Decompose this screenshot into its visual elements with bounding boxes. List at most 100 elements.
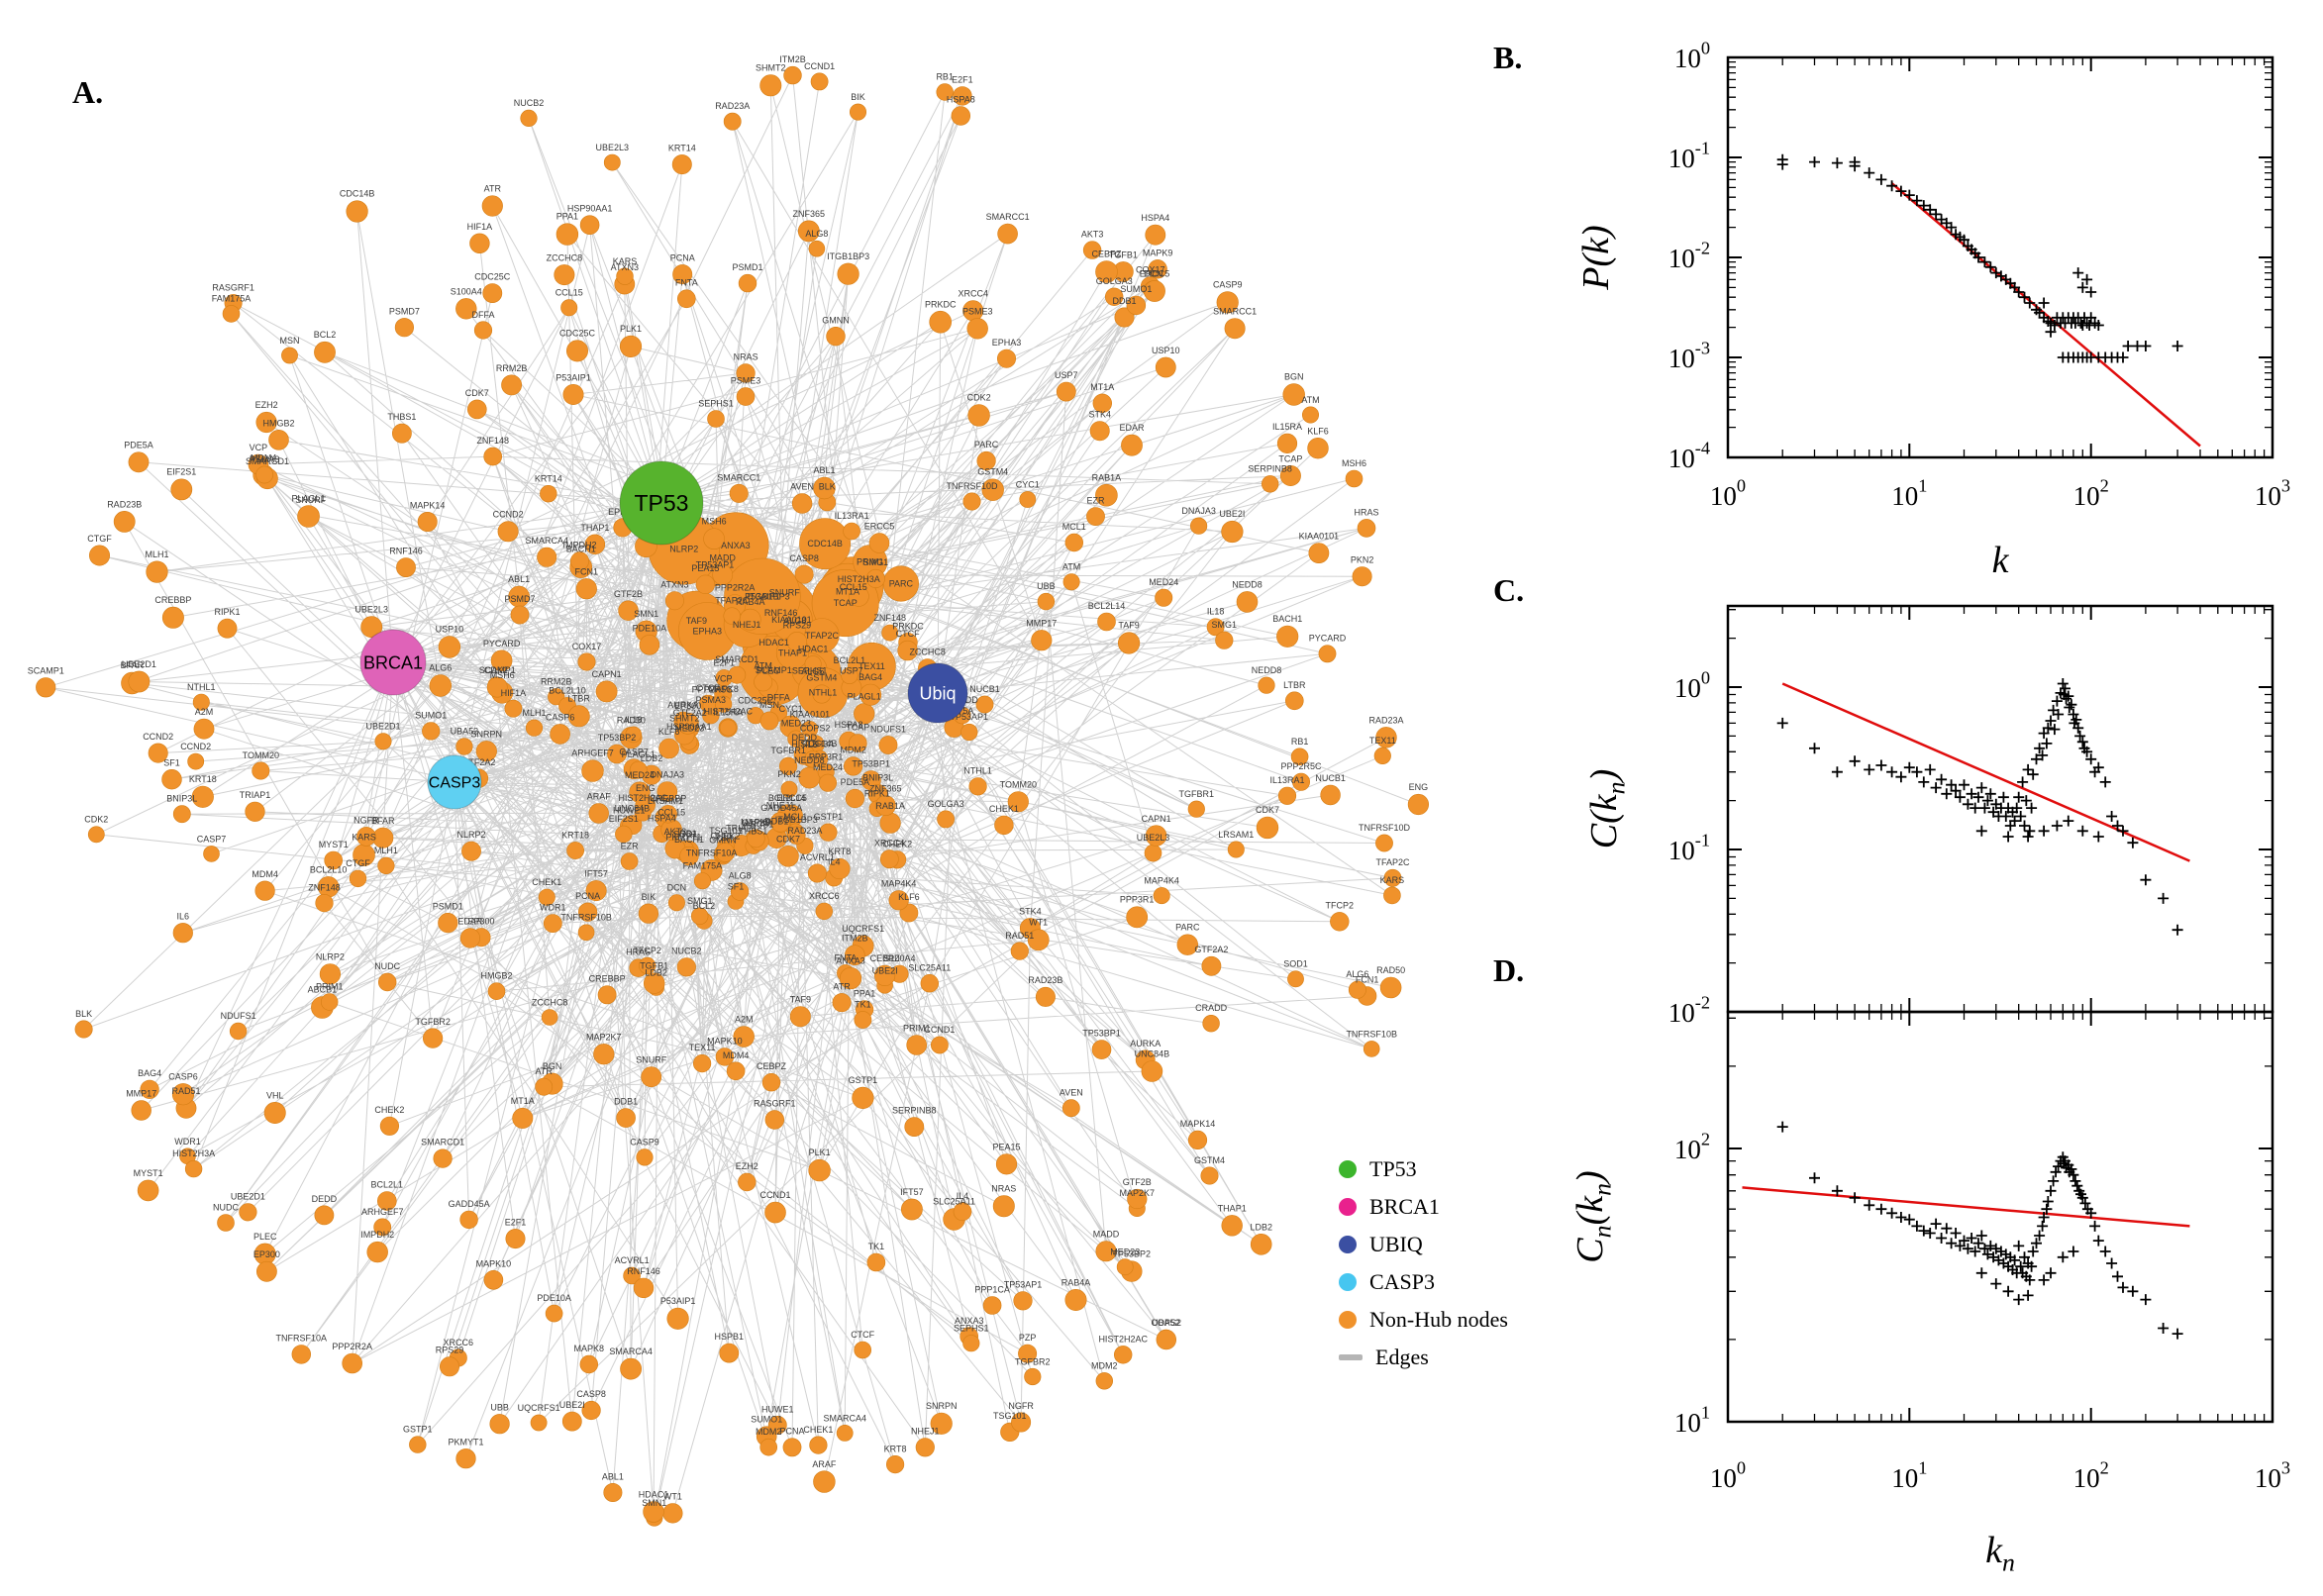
svg-text:EZR: EZR (1087, 496, 1106, 506)
svg-text:MLH1: MLH1 (374, 846, 398, 855)
svg-text:NUCB2: NUCB2 (514, 98, 545, 108)
svg-text:NGFR: NGFR (1008, 1401, 1034, 1411)
svg-text:CDC25C: CDC25C (738, 695, 774, 705)
svg-text:UBE2L3: UBE2L3 (1137, 833, 1170, 843)
svg-text:HDAC1: HDAC1 (758, 638, 789, 648)
svg-text:PPP2R2A: PPP2R2A (715, 582, 756, 592)
svg-text:CASP7: CASP7 (197, 834, 227, 844)
svg-text:IL15RA: IL15RA (1272, 422, 1302, 432)
svg-text:S100A4: S100A4 (883, 953, 915, 963)
svg-text:GTF2B: GTF2B (1123, 1177, 1152, 1187)
ytick-label-D: 101 (1674, 1403, 1710, 1439)
svg-text:MDM2: MDM2 (1091, 1360, 1118, 1370)
svg-text:ATR: ATR (833, 981, 851, 991)
svg-text:PSME3: PSME3 (962, 306, 993, 316)
svg-text:TNFRSF10B: TNFRSF10B (560, 913, 612, 923)
svg-text:RAD23A: RAD23A (787, 826, 822, 836)
svg-text:MSN: MSN (759, 700, 779, 710)
xtick-label-D: 102 (2073, 1458, 2109, 1494)
svg-text:HIF1A: HIF1A (467, 222, 493, 232)
svg-text:VHL: VHL (266, 1090, 284, 1100)
svg-text:HIST2H2AC: HIST2H2AC (1098, 1335, 1148, 1345)
ytick-label-B: 10-4 (1668, 439, 1710, 474)
xtick-label-D: 101 (1891, 1458, 1927, 1494)
svg-text:FCN1: FCN1 (1356, 975, 1379, 985)
svg-text:KARS: KARS (1380, 875, 1405, 885)
svg-text:FAM175A: FAM175A (212, 293, 252, 303)
svg-text:THBS1: THBS1 (387, 412, 416, 422)
svg-text:NUCB1: NUCB1 (969, 684, 1000, 694)
svg-text:BLK: BLK (819, 482, 836, 492)
svg-text:PEA15: PEA15 (691, 563, 719, 573)
svg-text:NRAS: NRAS (991, 1184, 1016, 1194)
svg-text:MAP4K4: MAP4K4 (1144, 875, 1179, 885)
svg-text:IL6: IL6 (805, 740, 818, 749)
svg-text:SNRPN: SNRPN (926, 1401, 958, 1411)
svg-text:KRT8: KRT8 (884, 1444, 907, 1453)
svg-text:E2F1: E2F1 (952, 74, 973, 84)
svg-text:TEX11: TEX11 (858, 661, 885, 671)
legend-label-brca1: BRCA1 (1369, 1194, 1440, 1219)
svg-text:CTCF: CTCF (896, 629, 920, 639)
svg-text:MMP17: MMP17 (1026, 618, 1057, 628)
svg-text:TRIAP1: TRIAP1 (726, 823, 758, 833)
svg-text:RAB4A: RAB4A (736, 597, 765, 607)
svg-text:ATXN3: ATXN3 (660, 580, 688, 590)
svg-text:HMGB2: HMGB2 (262, 418, 294, 428)
svg-text:IL13RA1: IL13RA1 (1269, 775, 1304, 785)
hub-TP53: TP53 (619, 460, 704, 546)
svg-text:IMPDH2: IMPDH2 (360, 1230, 394, 1240)
svg-text:PRKDC: PRKDC (892, 621, 924, 631)
svg-text:PRIM1: PRIM1 (857, 557, 884, 567)
svg-text:ATM: ATM (1062, 562, 1080, 572)
svg-text:RNF146: RNF146 (627, 1266, 660, 1276)
ytick-label-C: 10-1 (1668, 830, 1710, 865)
svg-text:MAPK9: MAPK9 (741, 818, 771, 828)
svg-text:RAD50: RAD50 (617, 715, 646, 725)
major-ticks (1727, 56, 2273, 458)
svg-text:STK4: STK4 (1088, 410, 1111, 420)
svg-text:USP7: USP7 (1055, 370, 1078, 380)
svg-text:TGFBR1: TGFBR1 (770, 746, 806, 755)
svg-text:GTF2B: GTF2B (614, 589, 643, 599)
svg-text:TAF9: TAF9 (1118, 621, 1139, 631)
svg-text:CDC25C: CDC25C (474, 272, 511, 282)
brca1-color-dot (1339, 1198, 1357, 1216)
svg-text:ITM2B: ITM2B (779, 54, 806, 64)
svg-text:BNIP3L: BNIP3L (862, 772, 893, 782)
svg-text:UBE2I: UBE2I (559, 1400, 585, 1410)
svg-text:BCL2L14: BCL2L14 (1088, 601, 1126, 611)
svg-text:PSMD1: PSMD1 (433, 901, 463, 911)
svg-text:UBB: UBB (1037, 581, 1056, 591)
svg-text:CREBBP: CREBBP (154, 595, 191, 605)
svg-text:SF1: SF1 (728, 881, 745, 891)
ytick-label-C: 10-2 (1668, 993, 1710, 1029)
panel-label-c: C. (1493, 572, 1525, 608)
svg-text:PARC: PARC (974, 440, 999, 449)
protein-interaction-network: ALG8 ALG6 TAF9 RNF146 HDAC1 TP53AP1 ITGB1BP3 EP… (28, 54, 1429, 1527)
svg-text:MSH6: MSH6 (490, 670, 515, 680)
svg-text:TK1: TK1 (868, 1242, 885, 1251)
svg-text:TCAP: TCAP (1278, 453, 1302, 463)
axes-frame (1726, 1010, 2274, 1424)
svg-text:PLK1: PLK1 (809, 1147, 831, 1157)
panel-label-d: D. (1493, 952, 1525, 988)
svg-text:PLAGL1: PLAGL1 (848, 692, 881, 702)
svg-text:WT1: WT1 (1029, 918, 1048, 928)
svg-text:ATR: ATR (484, 184, 502, 194)
svg-text:PRIM1: PRIM1 (903, 1024, 931, 1034)
svg-text:TNFRSF10D: TNFRSF10D (1359, 823, 1411, 833)
svg-text:XRCC4: XRCC4 (958, 289, 988, 299)
svg-text:UBE2L3: UBE2L3 (354, 605, 388, 615)
svg-text:PLEC: PLEC (253, 1232, 277, 1242)
svg-text:NEDD8: NEDD8 (1252, 665, 1282, 675)
svg-text:GSTP1: GSTP1 (849, 1075, 878, 1085)
svg-text:HMGB2: HMGB2 (480, 971, 512, 981)
svg-text:BACH1: BACH1 (566, 545, 596, 554)
svg-text:IL4: IL4 (828, 857, 841, 867)
svg-text:PLAGL1: PLAGL1 (622, 749, 656, 759)
svg-text:NUDC: NUDC (213, 1203, 239, 1213)
svg-text:GADD45A: GADD45A (449, 1199, 490, 1209)
svg-text:CCND1: CCND1 (924, 1025, 955, 1035)
